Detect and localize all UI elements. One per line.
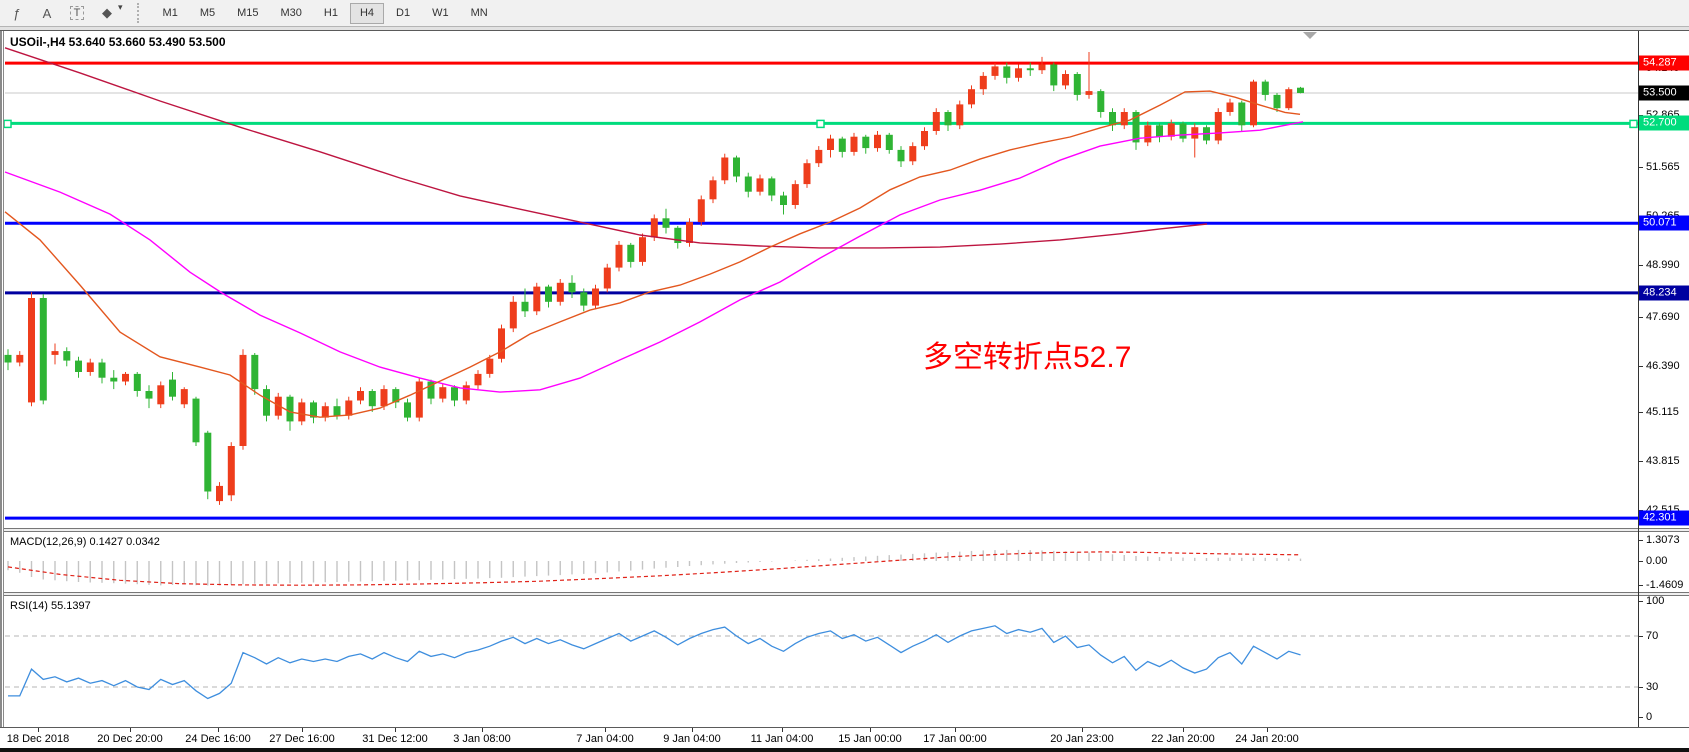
timeframe-button-MN[interactable]: MN bbox=[470, 6, 488, 19]
ma-slow-crimson bbox=[4, 47, 1208, 249]
chart-shift-marker-icon[interactable] bbox=[1303, 32, 1317, 39]
macd-histogram bbox=[7, 549, 1302, 586]
time-tickmark bbox=[38, 728, 39, 732]
shapes-icon[interactable]: ◆ bbox=[102, 5, 112, 20]
time-tickmark bbox=[1082, 728, 1083, 732]
chart-ohlc-header: USOil-,H4 53.640 53.660 53.490 53.500 bbox=[10, 35, 226, 49]
timeframe-button-M30[interactable]: M30 bbox=[280, 6, 302, 19]
hline-handle[interactable] bbox=[816, 119, 825, 129]
time-tickmark bbox=[782, 728, 783, 732]
time-label: 20 Dec 20:00 bbox=[97, 733, 163, 745]
panel-splitter-rsi[interactable] bbox=[0, 592, 1689, 596]
macd-signal-line bbox=[7, 551, 1302, 586]
timeframe-button-W1[interactable]: W1 bbox=[432, 6, 449, 19]
time-axis[interactable]: 18 Dec 2018 20 Dec 20:00 24 Dec 16:00 27 De… bbox=[0, 727, 1689, 748]
time-tickmark bbox=[605, 728, 606, 732]
time-label: 24 Dec 16:00 bbox=[185, 733, 251, 745]
time-label: 20 Jan 23:00 bbox=[1050, 733, 1114, 745]
time-tickmark bbox=[1267, 728, 1268, 732]
window-left-edge bbox=[0, 31, 4, 748]
macd-panel-canvas[interactable] bbox=[0, 532, 1689, 592]
macd-label: MACD(12,26,9) 0.1427 0.0342 bbox=[10, 536, 160, 548]
ma-fast-orange bbox=[4, 90, 1301, 418]
indicators-f-icon[interactable]: ƒ bbox=[13, 5, 21, 21]
timeframe-button-M5[interactable]: M5 bbox=[199, 6, 216, 19]
time-tickmark bbox=[482, 728, 483, 732]
panel-splitter-macd[interactable] bbox=[0, 528, 1689, 532]
text-label-icon[interactable]: A bbox=[42, 5, 52, 21]
time-tickmark bbox=[1183, 728, 1184, 732]
timeframe-button-H4[interactable]: H4 bbox=[349, 2, 385, 24]
time-tickmark bbox=[218, 728, 219, 732]
text-tool-icon[interactable]: T bbox=[64, 2, 90, 24]
time-label: 17 Jan 00:00 bbox=[923, 733, 987, 745]
timeframe-button-group: M1 M5 M15 M30 H1 H4 D1 W1 MN bbox=[152, 2, 499, 24]
time-label: 31 Dec 12:00 bbox=[362, 733, 428, 745]
time-label: 22 Jan 20:00 bbox=[1151, 733, 1215, 745]
toolbar: ƒ A T ◆ ▾ M1 M5 M15 M30 H1 H4 D1 W1 MN bbox=[0, 0, 1689, 27]
time-tickmark bbox=[870, 728, 871, 732]
time-tickmark bbox=[692, 728, 693, 732]
timeframe-button-M15[interactable]: M15 bbox=[237, 6, 259, 19]
rsi-panel-canvas[interactable] bbox=[0, 596, 1689, 727]
time-tickmark bbox=[302, 728, 303, 732]
price-axis-border bbox=[1638, 31, 1639, 727]
time-label: 11 Jan 04:00 bbox=[750, 733, 814, 745]
toolbar-separator bbox=[136, 3, 144, 23]
time-label: 18 Dec 2018 bbox=[6, 733, 70, 745]
time-label: 24 Jan 20:00 bbox=[1235, 733, 1299, 745]
ma-mid-magenta bbox=[4, 121, 1304, 393]
timeframe-button-M1[interactable]: M1 bbox=[162, 6, 178, 19]
time-label: 15 Jan 00:00 bbox=[838, 733, 902, 745]
timeframe-button-H1[interactable]: H1 bbox=[323, 6, 338, 19]
time-tickmark bbox=[955, 728, 956, 732]
time-label: 7 Jan 04:00 bbox=[576, 733, 634, 745]
rsi-label: RSI(14) 55.1397 bbox=[10, 600, 91, 612]
time-tickmark bbox=[130, 728, 131, 732]
time-tickmark bbox=[395, 728, 396, 732]
shapes-dropdown-caret-icon[interactable]: ▾ bbox=[118, 2, 123, 12]
timeframe-button-D1[interactable]: D1 bbox=[396, 6, 411, 19]
time-label: 3 Jan 08:00 bbox=[453, 733, 511, 745]
hline-handle[interactable] bbox=[3, 119, 12, 129]
window-bottom-edge bbox=[0, 748, 1689, 752]
rsi-line bbox=[8, 625, 1301, 700]
chart-annotation-text[interactable]: 多空转折点52.7 bbox=[923, 341, 1132, 374]
window-frame-strip bbox=[0, 27, 1689, 31]
hline-handle[interactable] bbox=[1629, 119, 1638, 129]
time-label: 27 Dec 16:00 bbox=[269, 733, 335, 745]
time-label: 9 Jan 04:00 bbox=[663, 733, 721, 745]
toolbar-icon-group: ƒ A T ◆ ▾ bbox=[0, 2, 123, 24]
price-chart-canvas[interactable] bbox=[0, 31, 1689, 528]
